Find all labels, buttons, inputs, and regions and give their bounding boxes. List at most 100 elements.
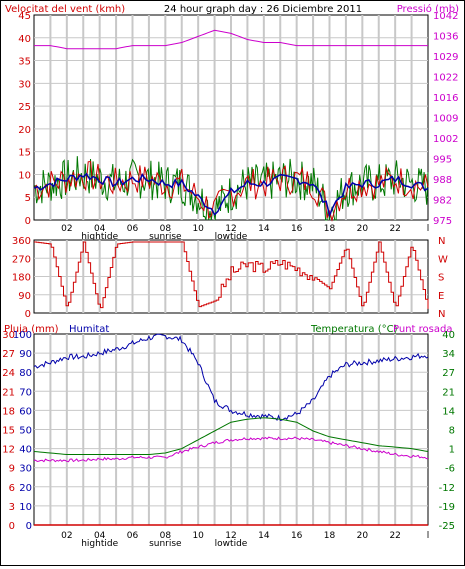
panel3-hour-label-16: 16 xyxy=(291,531,303,541)
rain-axis-title: Pluja (mm) xyxy=(4,324,59,335)
temperature-right-tick-8: 27 xyxy=(442,368,455,379)
humidity-left-tick-10: 100 xyxy=(13,330,32,341)
wind-speed-left-tick-0: 0 xyxy=(25,216,31,227)
temperature-right-tick-3: -6 xyxy=(445,464,455,475)
temperature-right-tick-0: -25 xyxy=(439,521,455,532)
wind-direction-left-tick-2: 180 xyxy=(12,273,31,284)
pressure-right-tick-4: 1002 xyxy=(433,134,458,145)
humidity-left-tick-6: 60 xyxy=(19,406,32,417)
panel1-hour-label-08: 08 xyxy=(160,224,172,234)
wind-speed-left-tick-6: 30 xyxy=(18,79,31,90)
compass-right-tick-2: S xyxy=(438,273,444,284)
rain-left-tick-1: 3 xyxy=(9,502,15,513)
humidity-left-tick-5: 50 xyxy=(19,426,32,437)
humidity-left-tick-4: 40 xyxy=(19,445,32,456)
wind-speed-left-tick-1: 5 xyxy=(25,193,31,204)
panel1-hour-label-10: 10 xyxy=(192,224,204,234)
temperature-right-tick-5: 8 xyxy=(449,426,455,437)
panel1-hour-label-06: 06 xyxy=(127,224,139,234)
panel1-hour-label-16: 16 xyxy=(291,224,303,234)
humidity-line xyxy=(33,333,429,422)
wind-speed-left-tick-3: 15 xyxy=(18,148,31,159)
panel3-hour-label-14: 14 xyxy=(258,531,270,541)
panel1-hour-label-12: 12 xyxy=(225,224,236,234)
humidity-axis-title: Humitat xyxy=(69,324,109,335)
wind-direction-line xyxy=(34,241,429,309)
wind-speed-axis-title: Velocitat del vent (kmh) xyxy=(5,4,125,15)
temperature-right-tick-1: -19 xyxy=(439,502,455,513)
pressure-right-tick-0: 975 xyxy=(433,216,452,227)
pressure-right-tick-10: 1042 xyxy=(433,11,458,22)
compass-right-tick-4: N xyxy=(438,236,445,247)
dew-point-axis-title: Punt rosada xyxy=(393,324,452,335)
panel3-hour-label-18: 18 xyxy=(324,531,336,541)
wind-speed-left-tick-7: 35 xyxy=(18,57,31,68)
temperature-right-tick-10: 40 xyxy=(442,330,455,341)
wind-speed-left-tick-9: 45 xyxy=(18,11,31,22)
panel1-hour-label-14: 14 xyxy=(258,224,270,234)
temperature-right-tick-6: 14 xyxy=(442,406,455,417)
rain-left-tick-4: 12 xyxy=(2,445,15,456)
pressure-axis-title: Pressió (mb) xyxy=(397,3,459,15)
panel3-annotation-lowtide: lowtide xyxy=(215,539,248,549)
panel3-hour-label-22: 22 xyxy=(389,531,400,541)
wind-speed-left-tick-8: 40 xyxy=(18,34,31,45)
panel3-hour-label-12: 12 xyxy=(225,531,236,541)
panel1-hour-label-02: 02 xyxy=(61,224,72,234)
rain-left-tick-3: 9 xyxy=(9,464,15,475)
humidity-left-tick-7: 70 xyxy=(19,387,32,398)
panel1-hour-label-18: 18 xyxy=(324,224,336,234)
wind-speed-left-tick-4: 20 xyxy=(18,125,31,136)
wind-speed-left-tick-5: 25 xyxy=(18,102,31,113)
pressure-right-tick-2: 988 xyxy=(433,175,452,186)
temperature-right-tick-9: 34 xyxy=(442,349,455,360)
wind-speed-line xyxy=(33,172,429,218)
humidity-left-tick-9: 90 xyxy=(19,349,32,360)
rain-left-tick-0: 0 xyxy=(9,521,15,532)
panel1-hour-label-04: 04 xyxy=(94,224,106,234)
panel3-hour-label-04: 04 xyxy=(94,531,106,541)
rain-left-tick-5: 15 xyxy=(2,426,15,437)
humidity-left-tick-3: 30 xyxy=(19,464,32,475)
panel3-hour-label-08: 08 xyxy=(160,531,172,541)
rain-left-tick-7: 21 xyxy=(2,387,15,398)
pressure-right-tick-8: 1029 xyxy=(433,52,458,63)
rain-left-tick-8: 24 xyxy=(2,368,15,379)
panel1-annotation-lowtide: lowtide xyxy=(215,232,248,242)
panel1-hour-label-22: 22 xyxy=(389,224,400,234)
temperature-axis-title: Temperatura (°C) xyxy=(310,324,398,335)
panel1-hour-label-20: 20 xyxy=(357,224,369,234)
temperature-line xyxy=(33,417,429,455)
rain-left-tick-10: 30 xyxy=(2,330,15,341)
wind-gust-red-line xyxy=(33,160,429,222)
pressure-right-tick-9: 1036 xyxy=(433,32,458,43)
panel3-hour-label-l: l xyxy=(427,531,430,541)
wind-speed-left-tick-2: 10 xyxy=(18,170,31,181)
pressure-right-tick-6: 1016 xyxy=(433,93,458,104)
compass-right-tick-3: W xyxy=(438,254,448,265)
temperature-right-tick-2: -12 xyxy=(439,483,455,494)
wind-direction-left-tick-4: 360 xyxy=(12,236,31,247)
panel1-annotation-hightide: hightide xyxy=(81,232,118,242)
wind-direction-left-tick-0: 0 xyxy=(25,309,31,320)
pressure-right-tick-1: 982 xyxy=(433,196,452,207)
pressure-line xyxy=(34,29,428,50)
wind-direction-left-tick-1: 90 xyxy=(18,291,31,302)
pressure-right-tick-7: 1022 xyxy=(433,73,458,84)
panel3-hour-label-20: 20 xyxy=(357,531,369,541)
dew-point-line xyxy=(33,436,429,463)
humidity-left-tick-8: 80 xyxy=(19,368,32,379)
chart-title: 24 hour graph day : 26 Diciembre 2011 xyxy=(164,4,362,15)
panel1-annotation-sunrise: sunrise xyxy=(149,232,182,242)
panel3-hour-label-02: 02 xyxy=(61,531,72,541)
panel3-hour-label-10: 10 xyxy=(192,531,204,541)
pressure-right-tick-5: 1009 xyxy=(433,114,458,125)
humidity-left-tick-1: 10 xyxy=(19,502,32,513)
panel3-annotation-sunrise: sunrise xyxy=(149,539,182,549)
temperature-right-tick-4: 1 xyxy=(449,445,455,456)
rain-left-tick-6: 18 xyxy=(2,406,15,417)
pressure-right-tick-3: 995 xyxy=(433,155,452,166)
panel3-annotation-hightide: hightide xyxy=(81,539,118,549)
